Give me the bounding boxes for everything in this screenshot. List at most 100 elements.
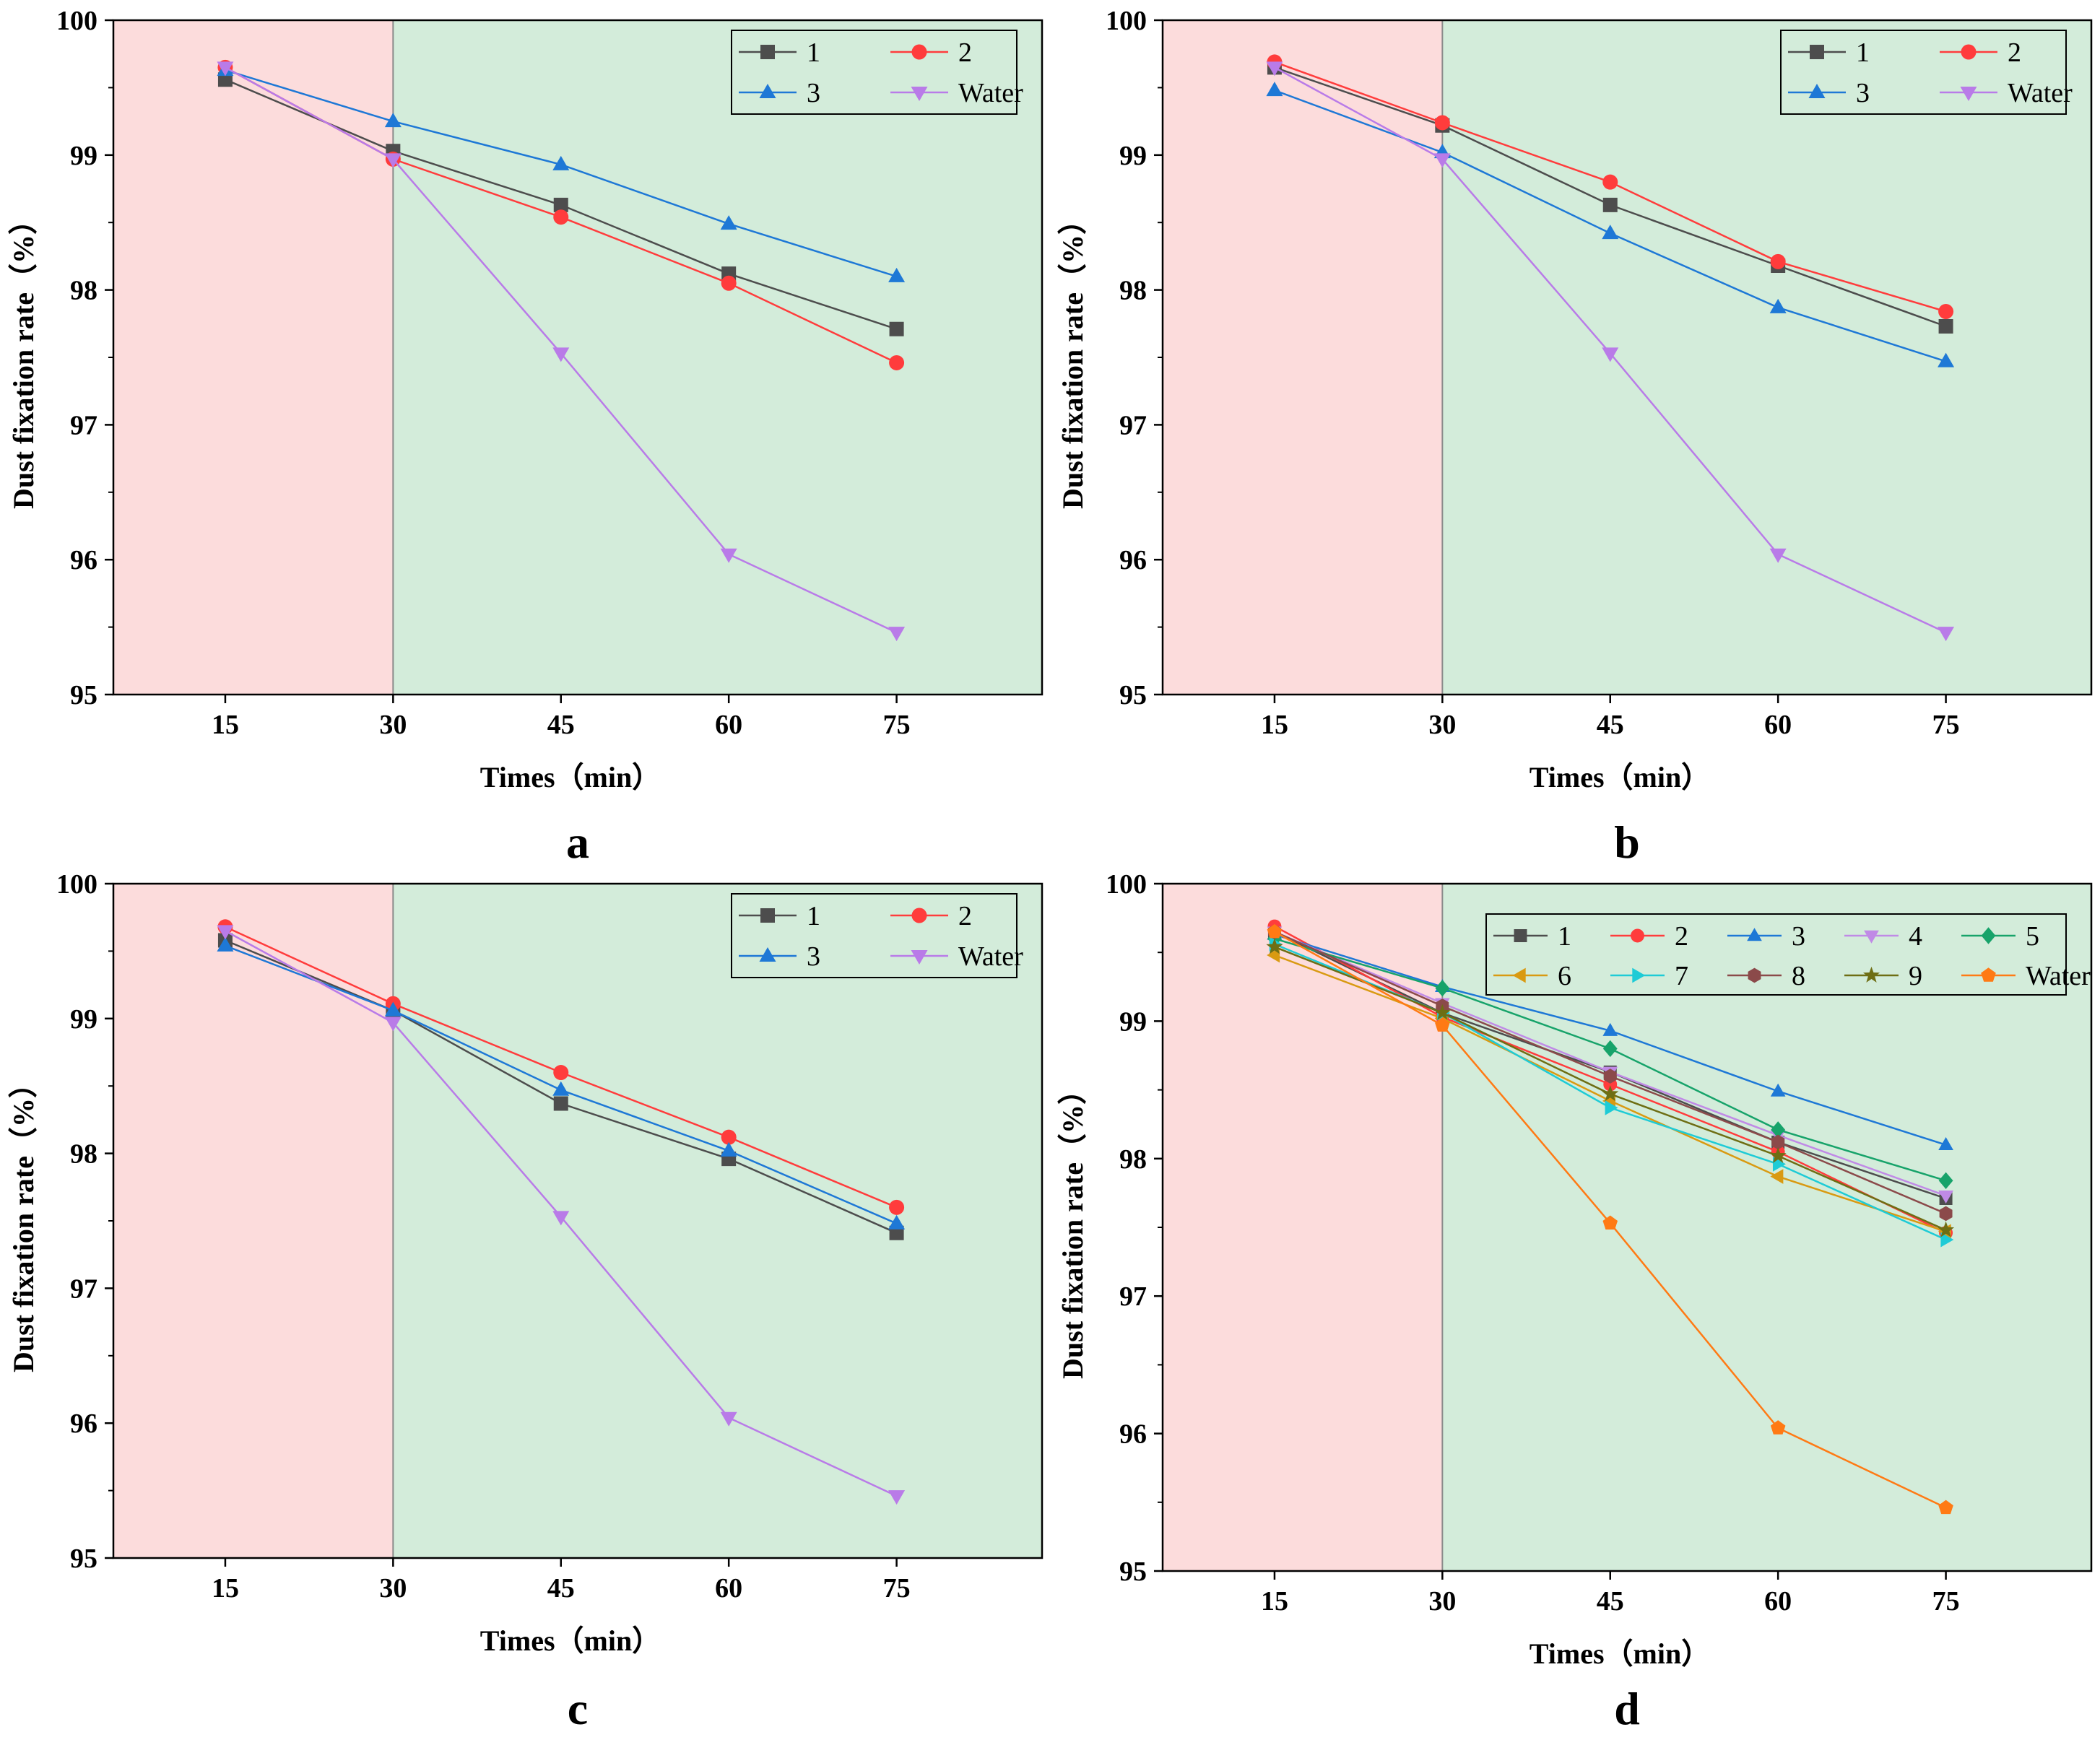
x-tick-label: 60 bbox=[1764, 710, 1792, 740]
series-water bbox=[1266, 61, 1955, 642]
legend-entry-4: 4 bbox=[1844, 921, 1922, 952]
chart-panel-c: 15 30 45 60 75 95 96 97 98 99 100 Times（min） Dust fi… bbox=[7, 869, 1044, 1734]
y-tick-label: 98 bbox=[70, 276, 97, 306]
series-water bbox=[217, 61, 906, 642]
y-axis-label: Dust fixation rate（%） bbox=[1056, 1076, 1089, 1379]
y-tick-label: 96 bbox=[70, 545, 97, 575]
legend-label: 8 bbox=[1792, 961, 1805, 991]
y-tick-label: 98 bbox=[1119, 1144, 1147, 1175]
x-tick-label: 75 bbox=[883, 710, 911, 740]
data-point bbox=[1434, 115, 1450, 131]
legend-entry-2: 2 bbox=[890, 38, 972, 68]
legend-entry-1: 1 bbox=[739, 38, 820, 68]
y-tick-label: 97 bbox=[1119, 1281, 1147, 1312]
data-point bbox=[1769, 1146, 1787, 1163]
series-3 bbox=[217, 61, 906, 282]
legend-entry-3: 3 bbox=[739, 941, 820, 972]
legend-entry-8: 8 bbox=[1727, 961, 1805, 991]
legend-marker bbox=[1514, 929, 1527, 942]
data-point bbox=[1433, 153, 1451, 168]
y-tick-label: 96 bbox=[70, 1409, 97, 1439]
y-tick-label: 99 bbox=[70, 141, 97, 171]
data-point bbox=[888, 1490, 906, 1505]
data-point bbox=[552, 347, 570, 362]
data-point bbox=[889, 321, 904, 336]
legend-entry-2: 2 bbox=[890, 901, 972, 931]
data-point bbox=[553, 1065, 569, 1081]
y-tick-label: 100 bbox=[56, 869, 97, 900]
data-point bbox=[1938, 352, 1955, 367]
x-tick-label: 60 bbox=[715, 710, 742, 740]
data-point bbox=[1267, 923, 1283, 939]
x-tick-label: 45 bbox=[1597, 1586, 1624, 1616]
data-point bbox=[720, 215, 737, 230]
data-point bbox=[1769, 548, 1787, 563]
data-point bbox=[1940, 1232, 1954, 1248]
legend-label: 1 bbox=[1856, 38, 1870, 68]
x-tick-label: 60 bbox=[715, 1573, 742, 1603]
y-tick-label: 95 bbox=[1119, 680, 1147, 710]
legend-marker bbox=[759, 84, 776, 98]
data-point bbox=[1435, 1017, 1450, 1032]
data-point bbox=[1938, 627, 1955, 642]
legend-label: Water bbox=[958, 78, 1023, 108]
legend-entry-1: 1 bbox=[739, 901, 820, 931]
legend-marker bbox=[1810, 45, 1824, 59]
legend-marker bbox=[1747, 928, 1762, 941]
x-tick-label: 75 bbox=[883, 1573, 911, 1603]
legend-label: 9 bbox=[1909, 961, 1922, 991]
legend-label: 2 bbox=[1675, 921, 1688, 952]
data-point bbox=[888, 267, 906, 282]
y-tick-label: 100 bbox=[1106, 869, 1147, 900]
legend-label: 4 bbox=[1909, 921, 1922, 952]
legend: 1 2 3 Water bbox=[731, 30, 1023, 115]
data-point bbox=[217, 936, 234, 952]
legend-entry-water: Water bbox=[890, 941, 1023, 972]
data-point bbox=[1603, 1069, 1617, 1084]
legend-label: Water bbox=[2008, 78, 2073, 108]
y-tick-label: 96 bbox=[1119, 545, 1147, 575]
data-point bbox=[553, 197, 568, 212]
y-axis-label: Dust fixation rate（%） bbox=[7, 206, 40, 509]
legend-marker bbox=[759, 947, 776, 962]
legend: 1 2 3 Water bbox=[731, 893, 1023, 978]
legend-marker bbox=[911, 908, 927, 923]
legend-marker bbox=[1748, 967, 1761, 983]
series-3 bbox=[217, 936, 906, 1230]
data-point bbox=[1938, 1136, 1953, 1150]
data-point bbox=[1938, 319, 1953, 334]
data-point bbox=[217, 61, 234, 77]
x-tick-label: 75 bbox=[1932, 1586, 1960, 1616]
legend-label: 2 bbox=[958, 38, 972, 68]
data-point bbox=[553, 1096, 568, 1111]
legend-label: 6 bbox=[1558, 961, 1571, 991]
shaded-region-late bbox=[393, 884, 1042, 1558]
data-point bbox=[553, 209, 569, 225]
data-point bbox=[1602, 1040, 1618, 1058]
data-point bbox=[720, 1411, 737, 1427]
legend-marker bbox=[1960, 87, 1977, 101]
data-point bbox=[1602, 197, 1618, 212]
data-point bbox=[1770, 1420, 1786, 1435]
legend-label: 3 bbox=[807, 941, 820, 972]
shaded-region-late bbox=[1442, 20, 2091, 695]
legend-marker bbox=[1981, 927, 1996, 944]
data-point bbox=[888, 1214, 906, 1230]
shaded-region-early bbox=[1163, 884, 1443, 1571]
legend-entry-2: 2 bbox=[1940, 38, 2021, 68]
chart-panel-b: 15 30 45 60 75 95 96 97 98 99 100 Times（min） Dust fi… bbox=[1056, 6, 2093, 868]
legend-entry-3: 3 bbox=[1727, 921, 1805, 952]
legend-marker bbox=[911, 44, 927, 60]
shaded-region-early bbox=[1163, 20, 1443, 695]
panel-label: c bbox=[568, 1683, 588, 1734]
legend-label: 5 bbox=[2026, 921, 2039, 952]
y-tick-label: 95 bbox=[1119, 1557, 1147, 1587]
legend-label: 3 bbox=[1792, 921, 1805, 952]
series-3 bbox=[1266, 82, 1955, 367]
legend-marker bbox=[760, 908, 775, 923]
x-tick-label: 30 bbox=[1428, 710, 1456, 740]
data-point bbox=[1602, 347, 1619, 362]
data-point bbox=[720, 1141, 737, 1157]
y-tick-label: 95 bbox=[70, 1544, 97, 1574]
